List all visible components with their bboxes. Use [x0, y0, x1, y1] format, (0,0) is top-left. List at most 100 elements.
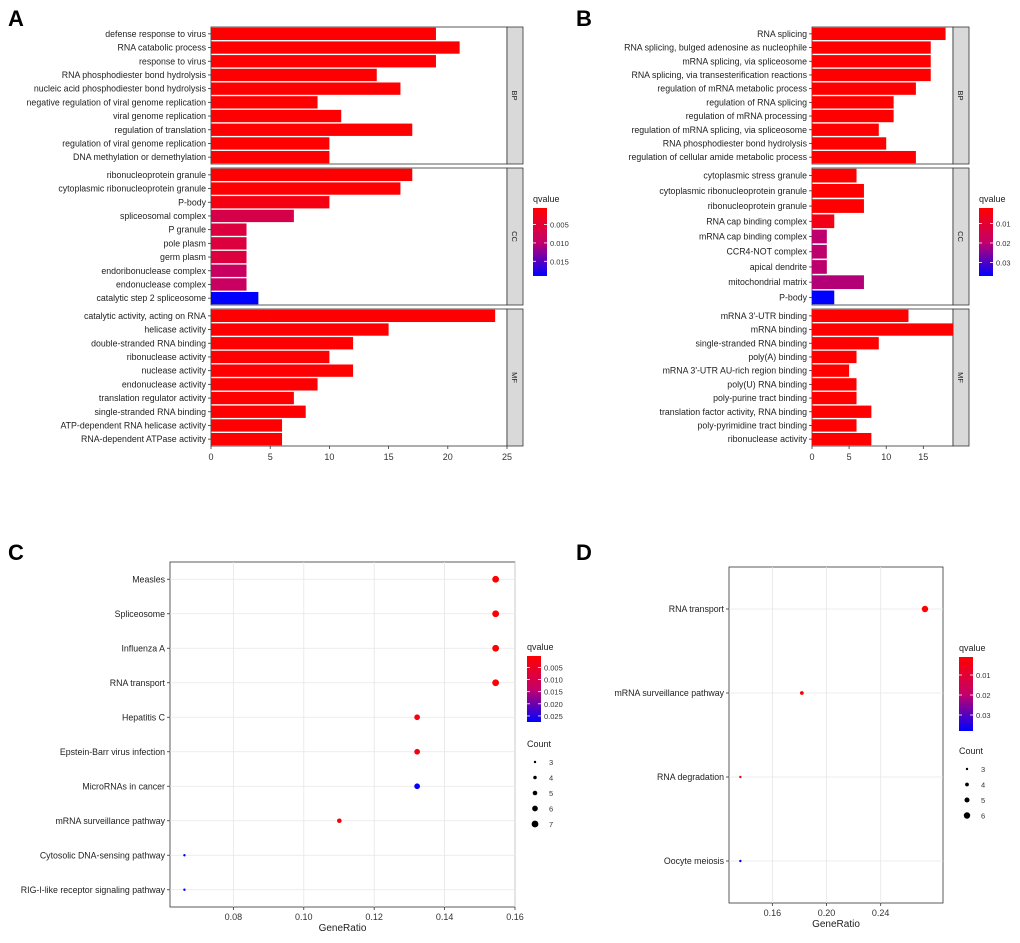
bar [211, 150, 330, 164]
point-label: Cytosolic DNA-sensing pathway [40, 850, 166, 860]
bar [211, 378, 318, 391]
data-point [183, 854, 186, 857]
bar [211, 419, 283, 432]
size-legend-label: 4 [549, 774, 553, 783]
bar-label: mRNA 3'-UTR AU-rich region binding [663, 366, 808, 376]
legend-tick-label: 0.005 [544, 663, 563, 672]
bar [211, 137, 330, 150]
panel-label-c: C [8, 540, 24, 565]
size-legend-dot [532, 805, 538, 812]
bar [812, 168, 857, 183]
legend-colorbar [979, 208, 993, 276]
bar [812, 391, 857, 405]
bar [211, 264, 247, 277]
bar-label: P granule [169, 225, 207, 235]
bar-label: ribonucleoprotein granule [708, 201, 807, 211]
bar-label: nucleic acid phosphodiester bond hydroly… [34, 84, 207, 94]
legend-colorbar [959, 657, 973, 731]
bar-label: regulation of RNA splicing [706, 97, 807, 107]
bar [812, 150, 916, 164]
bar-label: pole plasm [163, 238, 206, 248]
bar-label: germ plasm [160, 252, 206, 262]
size-legend-title: Count [959, 746, 984, 756]
bar [812, 183, 864, 198]
legend-tick-label: 0.02 [976, 691, 991, 700]
bar-label: RNA phosphodiester bond hydrolysis [663, 138, 808, 148]
bar-label: regulation of mRNA splicing, via spliceo… [631, 125, 807, 135]
bar-label: cytoplasmic ribonucleoprotein granule [58, 184, 206, 194]
x-tick-label: 10 [324, 452, 334, 462]
bar-label: endoribonuclease complex [101, 266, 206, 276]
bar-label: RNA catabolic process [118, 43, 207, 53]
bar [812, 68, 931, 82]
size-legend-label: 3 [981, 765, 985, 774]
size-legend-label: 5 [981, 796, 985, 805]
size-legend-dot [532, 790, 538, 796]
bar [211, 96, 318, 109]
point-label: Hepatitis C [122, 712, 166, 722]
point-label: Influenza A [121, 643, 165, 653]
bar-label: single-stranded RNA binding [95, 407, 207, 417]
bar [812, 244, 827, 259]
size-legend-dot [965, 767, 969, 771]
x-tick-label: 25 [502, 452, 512, 462]
chart-b-go-barplot: BP RNA splicing RNA splicing, bulged adeno… [624, 26, 1011, 462]
bar [211, 323, 389, 336]
facet-strip-label: BP [956, 90, 965, 100]
bar [812, 364, 850, 377]
bar [812, 419, 857, 432]
bar [211, 337, 354, 350]
x-tick-label: 0.14 [436, 912, 454, 922]
bar-label: cytoplasmic stress granule [703, 171, 807, 181]
x-tick-label: 0.10 [295, 912, 313, 922]
bar [211, 278, 247, 291]
point-label: RNA transport [669, 604, 725, 614]
bar [812, 229, 827, 244]
x-tick-label: 10 [881, 452, 891, 462]
x-axis-title: GeneRatio [812, 919, 860, 930]
bar-label: catalytic step 2 spliceosome [96, 293, 206, 303]
bar [812, 378, 857, 391]
bar-label: RNA splicing, bulged adenosine as nucleo… [624, 43, 807, 53]
bar [211, 209, 294, 223]
bar-label: translation factor activity, RNA binding [660, 407, 808, 417]
size-legend-label: 4 [981, 781, 985, 790]
bar-label: cytoplasmic ribonucleoprotein granule [659, 186, 807, 196]
bar [211, 291, 259, 305]
data-point [414, 714, 420, 721]
data-point [492, 610, 500, 618]
bar [211, 350, 330, 364]
point-label: MicroRNAs in cancer [82, 781, 165, 791]
panel-label-a: A [8, 6, 24, 31]
legend-tick-label: 0.015 [550, 257, 569, 266]
facet-strip-bp [506, 26, 524, 165]
bar-label: endonuclease complex [116, 279, 207, 289]
bar [812, 27, 946, 41]
plot-panel [169, 561, 516, 908]
size-legend-label: 3 [549, 758, 553, 767]
bar [812, 199, 864, 213]
x-tick-label: 0.16 [506, 912, 524, 922]
x-tick-label: 5 [847, 452, 852, 462]
bar-label: ribonuclease activity [728, 434, 808, 444]
bar [211, 223, 247, 236]
bar [211, 109, 342, 123]
bar-label: helicase activity [144, 325, 206, 335]
bar [812, 214, 835, 229]
data-point [739, 859, 742, 863]
facet-strip-mf [952, 308, 970, 447]
bar-label: RNA splicing, via transesterification re… [631, 70, 807, 80]
bar [812, 55, 931, 68]
bar [211, 309, 496, 323]
x-tick-label: 5 [268, 452, 273, 462]
bar [211, 41, 460, 54]
legend-title: qvalue [533, 194, 560, 204]
x-tick-label: 0.16 [764, 908, 782, 918]
bar [812, 82, 916, 95]
facet-strip-label: CC [510, 231, 519, 242]
point-label: RNA degradation [657, 772, 724, 782]
point-label: Measles [132, 574, 165, 584]
size-legend-label: 6 [981, 812, 985, 821]
size-legend-dot [533, 775, 537, 780]
